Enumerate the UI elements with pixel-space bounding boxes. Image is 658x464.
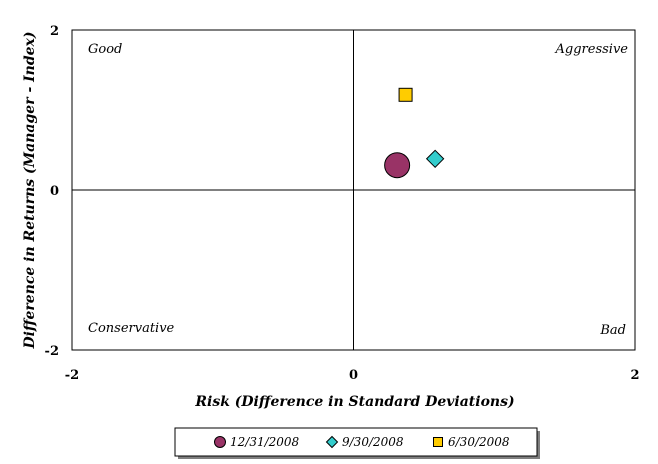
quadrant-label-aggressive: Aggressive bbox=[555, 42, 629, 57]
legend-marker-circle bbox=[214, 436, 226, 448]
quadrant-label-bad: Bad bbox=[599, 323, 626, 338]
legend-label: 9/30/2008 bbox=[342, 435, 404, 449]
x-tick-label: 2 bbox=[630, 368, 639, 383]
quadrant-label-conservative: Conservative bbox=[88, 321, 175, 336]
y-axis-title: Difference in Returns (Manager - Index) bbox=[22, 31, 38, 349]
legend: 12/31/2008 9/30/2008 6/30/2008 bbox=[174, 427, 540, 459]
legend-marker-diamond bbox=[325, 435, 339, 449]
legend-box bbox=[174, 427, 538, 457]
x-tick-label: 0 bbox=[349, 368, 358, 383]
x-tick-label: -2 bbox=[65, 368, 79, 383]
data-point-square bbox=[398, 87, 413, 102]
data-point-diamond bbox=[425, 149, 445, 169]
legend-marker-square bbox=[433, 437, 443, 447]
y-tick-label: -2 bbox=[45, 344, 59, 359]
data-point-circle bbox=[384, 152, 411, 179]
legend-label: 12/31/2008 bbox=[230, 435, 300, 449]
y-tick-label: 0 bbox=[50, 184, 59, 199]
quadrant-label-good: Good bbox=[88, 42, 122, 57]
y-tick-label: 2 bbox=[50, 24, 59, 39]
x-axis-title: Risk (Difference in Standard Deviations) bbox=[194, 394, 514, 410]
legend-label: 6/30/2008 bbox=[448, 435, 510, 449]
